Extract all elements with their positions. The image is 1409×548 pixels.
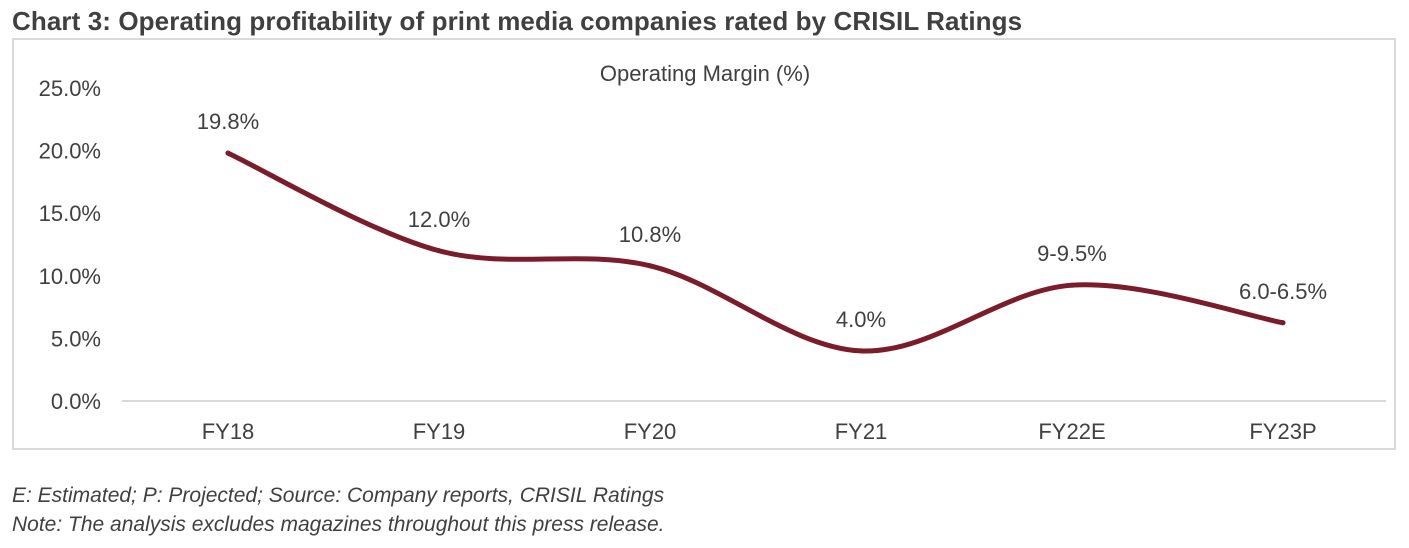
x-tick-label: FY18: [202, 419, 255, 444]
x-tick-label: FY22E: [1038, 419, 1105, 444]
data-point: [225, 150, 231, 156]
y-tick-label: 10.0%: [39, 264, 101, 289]
data-point: [647, 263, 653, 269]
chart-frame: [12, 38, 1396, 450]
data-label: 12.0%: [408, 207, 470, 232]
x-tick-label: FY19: [413, 419, 466, 444]
y-tick-label: 25.0%: [39, 76, 101, 101]
data-point: [436, 248, 442, 254]
data-label: 6.0-6.5%: [1239, 279, 1327, 304]
x-tick-label: FY20: [624, 419, 677, 444]
data-label: 4.0%: [836, 307, 886, 332]
chart-title: Operating Margin (%): [600, 61, 810, 86]
y-tick-label: 5.0%: [51, 326, 101, 351]
y-tick-label: 15.0%: [39, 201, 101, 226]
chart-heading: Chart 3: Operating profitability of prin…: [12, 6, 1023, 36]
x-tick-label: FY21: [835, 419, 888, 444]
footnote-source: E: Estimated; P: Projected; Source: Comp…: [12, 484, 665, 507]
data-label: 9-9.5%: [1037, 241, 1107, 266]
data-point: [1069, 282, 1075, 288]
data-label: 19.8%: [197, 109, 259, 134]
data-point: [1280, 320, 1286, 326]
data-label: 10.8%: [619, 222, 681, 247]
footnote-note: Note: The analysis excludes magazines th…: [12, 513, 665, 536]
y-tick-label: 20.0%: [39, 139, 101, 164]
series-line-operating-margin: [225, 150, 1286, 354]
y-tick-label: 0.0%: [51, 389, 101, 414]
data-point: [858, 348, 864, 354]
x-tick-label: FY23P: [1249, 419, 1316, 444]
